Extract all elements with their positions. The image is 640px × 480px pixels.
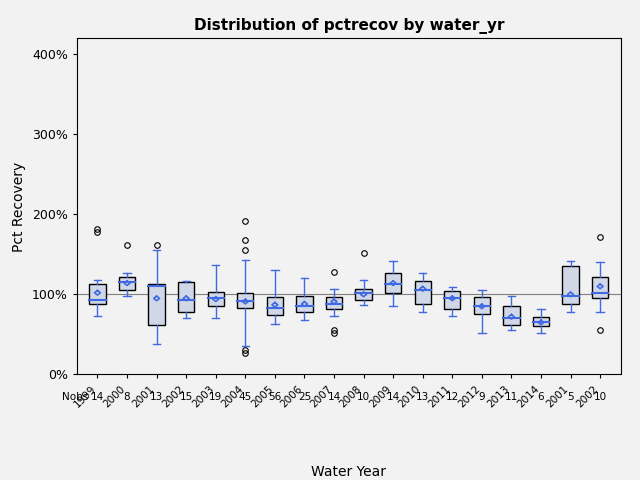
FancyBboxPatch shape [385,273,401,293]
FancyBboxPatch shape [296,296,312,312]
Text: 14: 14 [328,392,340,402]
Text: 11: 11 [505,392,518,402]
FancyBboxPatch shape [90,284,106,304]
Text: 9: 9 [479,392,485,402]
FancyBboxPatch shape [267,297,283,315]
Text: 10: 10 [593,392,607,402]
FancyBboxPatch shape [326,297,342,309]
Text: 12: 12 [445,392,459,402]
Title: Distribution of pctrecov by water_yr: Distribution of pctrecov by water_yr [193,18,504,34]
Text: 13: 13 [150,392,163,402]
FancyBboxPatch shape [178,282,195,312]
FancyBboxPatch shape [533,317,549,326]
FancyBboxPatch shape [207,292,224,306]
Text: 5: 5 [567,392,574,402]
Text: 10: 10 [357,392,370,402]
Text: 25: 25 [298,392,311,402]
FancyBboxPatch shape [237,293,253,308]
FancyBboxPatch shape [592,277,608,299]
Text: 14: 14 [387,392,400,402]
FancyBboxPatch shape [119,277,135,289]
Text: 15: 15 [180,392,193,402]
FancyBboxPatch shape [355,289,372,300]
Text: 8: 8 [124,392,131,402]
Text: 6: 6 [538,392,544,402]
FancyBboxPatch shape [444,291,460,309]
X-axis label: Water Year: Water Year [311,465,387,479]
FancyBboxPatch shape [415,281,431,304]
FancyBboxPatch shape [474,297,490,314]
Text: 13: 13 [416,392,429,402]
Text: 19: 19 [209,392,222,402]
Text: 14: 14 [91,392,104,402]
Text: 56: 56 [268,392,282,402]
Y-axis label: Pct Recovery: Pct Recovery [12,161,26,252]
FancyBboxPatch shape [563,266,579,304]
Text: Nobs: Nobs [62,392,88,402]
FancyBboxPatch shape [503,306,520,325]
FancyBboxPatch shape [148,284,164,325]
Text: 45: 45 [239,392,252,402]
